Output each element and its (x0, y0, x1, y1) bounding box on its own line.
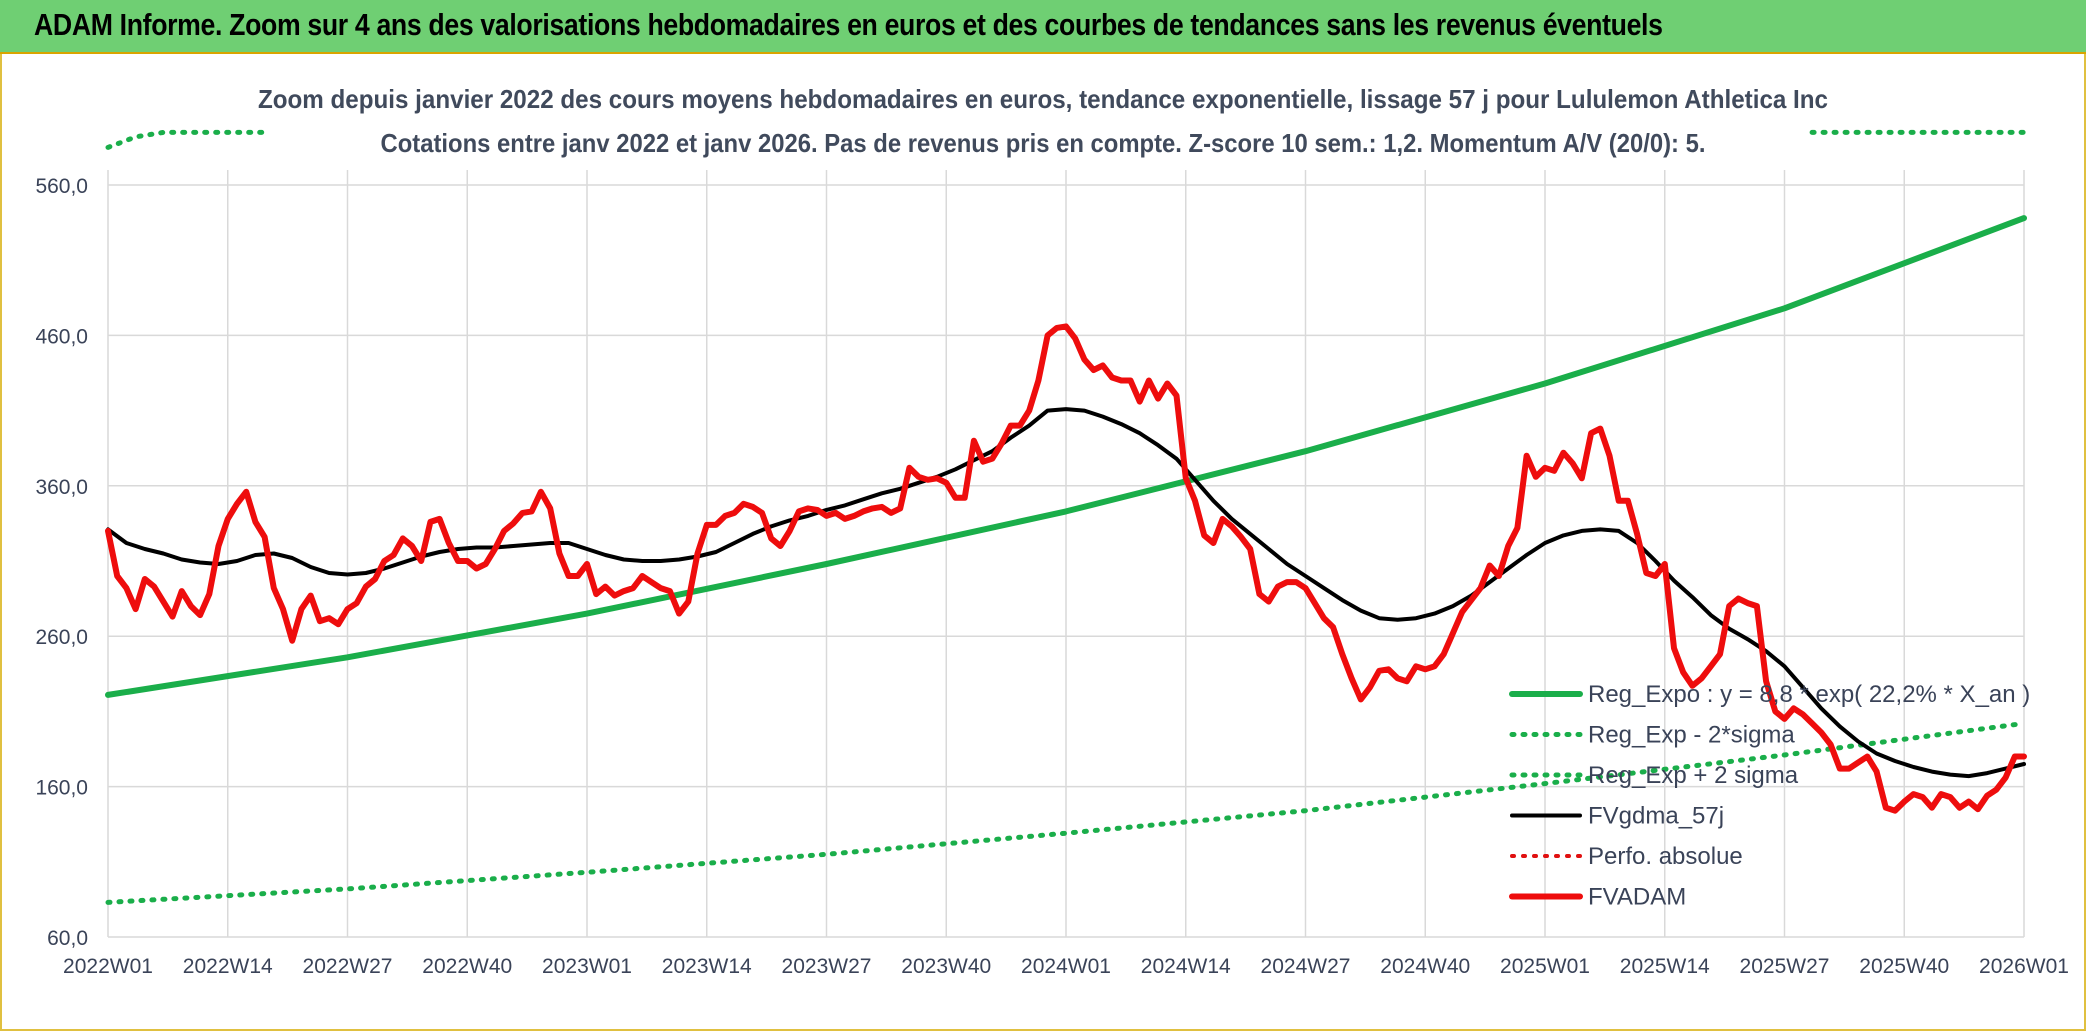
legend-label: Reg_Expo : y = 8,8 * exp( 22,2% * X_an ) (1588, 681, 2030, 708)
legend-label: FVgdma_57j (1588, 803, 1724, 830)
reg-exp-plus-2sigma-line (105, 129, 268, 150)
x-tick-label: 2025W14 (1620, 955, 1710, 978)
x-tick-label: 2025W40 (1859, 955, 1949, 978)
x-tick-label: 2023W40 (901, 955, 991, 978)
chart-title: Zoom depuis janvier 2022 des cours moyen… (258, 84, 1828, 114)
report-banner: ADAM Informe. Zoom sur 4 ans des valoris… (0, 0, 2086, 54)
x-tick-label: 2022W01 (63, 955, 153, 978)
x-tick-label: 2022W40 (422, 955, 512, 978)
x-tick-label: 2024W27 (1261, 955, 1351, 978)
x-tick-label: 2023W27 (782, 955, 872, 978)
y-tick-label: 560,0 (35, 175, 88, 198)
x-tick-label: 2024W01 (1021, 955, 1111, 978)
x-tick-label: 2025W01 (1500, 955, 1590, 978)
chart-subtitle: Cotations entre janv 2022 et janv 2026. … (381, 128, 1706, 158)
x-tick-label: 2024W14 (1141, 955, 1231, 978)
reg-expo-line (105, 215, 2027, 698)
legend-label: Reg_Exp + 2 sigma (1588, 762, 1799, 789)
y-tick-label: 260,0 (35, 626, 88, 649)
x-tick-label: 2023W01 (542, 955, 632, 978)
x-tick-label: 2026W01 (1979, 955, 2069, 978)
report-title: ADAM Informe. Zoom sur 4 ans des valoris… (34, 7, 1663, 42)
legend: Reg_Expo : y = 8,8 * exp( 22,2% * X_an )… (1509, 681, 2030, 911)
reg-exp-minus-2sigma-line (105, 720, 2027, 905)
x-tick-label: 2022W14 (183, 955, 273, 978)
legend-label: Reg_Exp - 2*sigma (1588, 722, 1795, 749)
x-axis: 2022W01 2022W14 2022W27 2022W40 2023W01 2023W… (63, 955, 2069, 978)
series-group (105, 129, 2027, 905)
y-tick-label: 160,0 (35, 777, 88, 800)
y-tick-label: 460,0 (35, 325, 88, 348)
x-tick-label: 2025W27 (1740, 955, 1830, 978)
y-axis: 60,0 160,0 260,0 360,0 460,0 560,0 (35, 175, 88, 950)
x-tick-label: 2024W40 (1380, 955, 1470, 978)
fvgdma-57j-line (106, 407, 2026, 779)
x-tick-label: 2023W14 (662, 955, 752, 978)
y-tick-label: 60,0 (47, 927, 88, 950)
x-tick-label: 2022W27 (303, 955, 393, 978)
fvadam-line (105, 323, 2027, 814)
y-tick-label: 360,0 (35, 476, 88, 499)
legend-label: FVADAM (1588, 884, 1686, 911)
legend-label: Perfo. absolue (1588, 843, 1743, 870)
grid (107, 170, 2025, 938)
